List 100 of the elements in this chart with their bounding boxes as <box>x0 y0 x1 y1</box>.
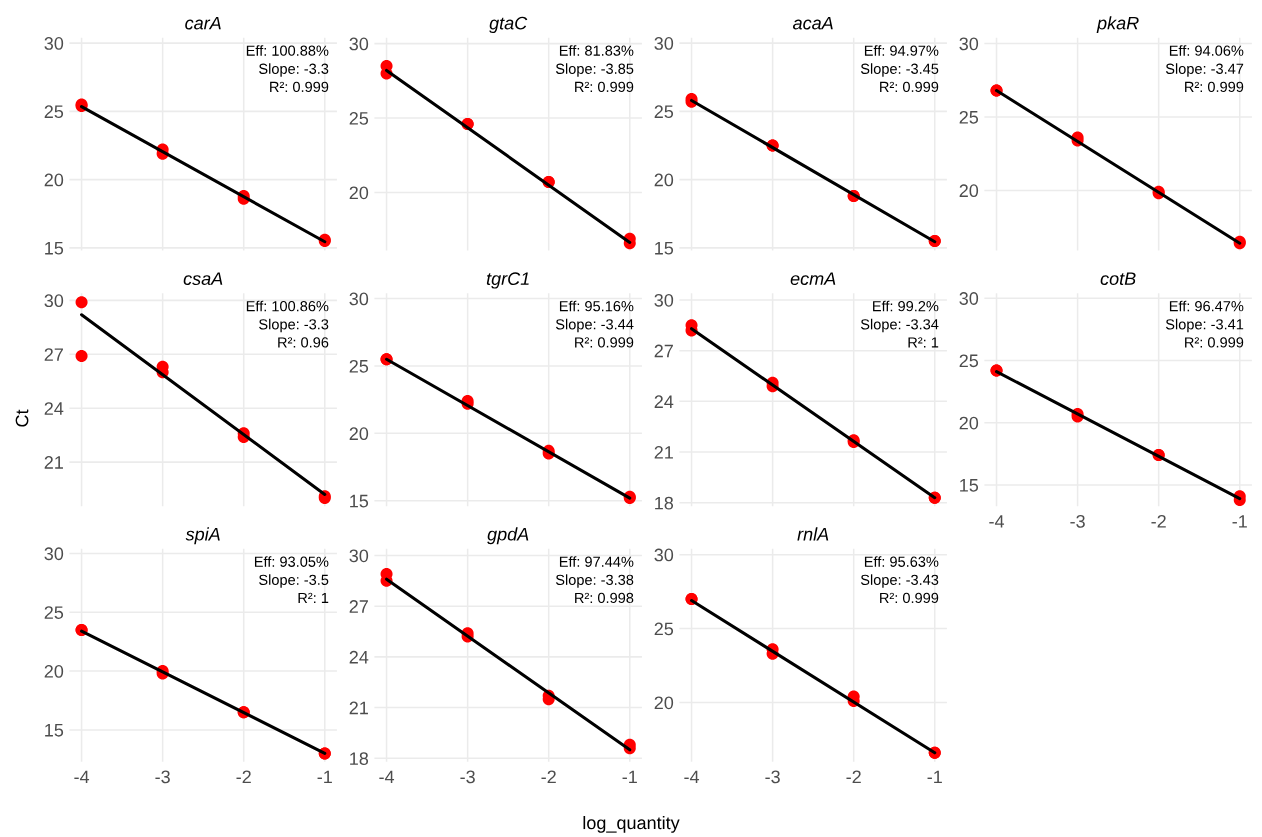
chart-title: cotB <box>1100 272 1136 286</box>
y-tick-label: 20 <box>959 416 979 430</box>
y-tick-label: 15 <box>655 242 674 255</box>
annotation: R²: 1 <box>298 592 329 603</box>
annotation: R²: 0.999 <box>575 337 634 348</box>
annotation: Slope: -3.41 <box>1165 318 1244 333</box>
x-tick-label: -2 <box>846 770 861 784</box>
x-tick-label: -4 <box>74 770 90 784</box>
y-tick-label: 20 <box>44 665 64 678</box>
annotation: R²: 0.999 <box>880 592 939 604</box>
annotation: Eff: 100.86% <box>246 300 329 312</box>
y-tick-label: 25 <box>959 110 979 124</box>
y-tick-label: 30 <box>654 293 674 307</box>
y-tick-label: 20 <box>349 427 369 441</box>
annotation: Eff: 99.2% <box>873 300 939 312</box>
y-tick-label: 30 <box>349 37 369 51</box>
x-axis-title: log_quantity <box>583 815 680 833</box>
y-tick-label: 20 <box>959 184 979 198</box>
annotation: R²: 0.999 <box>880 81 939 93</box>
y-tick-label: 25 <box>44 606 64 619</box>
chart-title: gpdA <box>487 527 529 545</box>
annotation: R²: 1 <box>908 337 939 348</box>
annotation: R²: 0.999 <box>1185 81 1244 93</box>
y-tick-label: 30 <box>349 549 369 563</box>
annotation: Eff: 97.44% <box>559 556 634 567</box>
y-tick-label: 30 <box>349 292 369 306</box>
x-tick-label: -4 <box>684 770 700 784</box>
annotation: Eff: 94.97% <box>864 45 939 56</box>
x-tick-label: -3 <box>460 770 475 784</box>
annotation: Slope: -3.38 <box>555 574 634 588</box>
y-tick-label: 15 <box>350 494 369 508</box>
chart-title: gtaC <box>489 16 528 34</box>
y-tick-label: 20 <box>349 186 369 200</box>
y-tick-label: 30 <box>44 547 64 561</box>
chart-title: ecmA <box>790 272 836 286</box>
y-tick-label: 25 <box>349 112 369 125</box>
y-axis-title: Ct <box>15 409 29 427</box>
y-tick-label: 18 <box>350 752 369 766</box>
y-tick-label: 25 <box>654 622 674 636</box>
y-tick-label: 30 <box>959 292 979 305</box>
chart-title: tgrC1 <box>486 272 529 289</box>
annotation: Slope: -3.44 <box>555 318 634 333</box>
y-tick-label: 25 <box>44 105 64 119</box>
annotation: Slope: -3.5 <box>259 574 329 588</box>
y-tick-label: 30 <box>959 37 979 51</box>
y-tick-label: 21 <box>349 701 368 715</box>
y-tick-label: 27 <box>44 348 63 361</box>
annotation: Eff: 96.47% <box>1169 300 1244 312</box>
annotation: Slope: -3.43 <box>860 574 939 588</box>
x-tick-label: -4 <box>379 770 395 784</box>
x-tick-label: -3 <box>1070 514 1085 528</box>
annotation: R²: 0.998 <box>575 592 634 604</box>
y-tick-label: 25 <box>349 359 369 373</box>
annotation: Eff: 81.83% <box>559 45 634 56</box>
y-tick-label: 18 <box>655 496 674 510</box>
annotation: R²: 0.96 <box>278 337 329 348</box>
x-tick-label: -2 <box>1151 514 1166 528</box>
x-tick-label: -1 <box>317 770 332 784</box>
y-tick-label: 20 <box>44 173 64 187</box>
x-tick-label: -1 <box>927 770 942 784</box>
annotation: Slope: -3.3 <box>259 63 329 77</box>
y-tick-label: 24 <box>654 395 674 408</box>
y-tick-label: 25 <box>959 354 979 368</box>
y-tick-label: 24 <box>44 402 64 415</box>
x-tick-label: -1 <box>622 770 637 784</box>
annotation: R²: 0.999 <box>270 81 329 93</box>
y-tick-label: 27 <box>654 344 673 358</box>
x-tick-label: -3 <box>765 770 780 784</box>
y-tick-label: 25 <box>654 105 674 119</box>
y-tick-label: 30 <box>654 548 674 562</box>
chart-title: rnlA <box>797 527 829 541</box>
annotation: Eff: 95.16% <box>559 300 634 312</box>
x-tick-label: -3 <box>155 770 170 784</box>
y-tick-label: 15 <box>45 724 64 737</box>
x-tick-label: -2 <box>541 770 556 784</box>
annotation: Slope: -3.85 <box>555 63 634 77</box>
annotation: Slope: -3.47 <box>1165 63 1244 77</box>
chart-title: carA <box>185 16 221 30</box>
annotation: Eff: 100.88% <box>246 45 329 56</box>
y-tick-label: 20 <box>654 173 674 187</box>
annotation: Eff: 95.63% <box>864 556 939 567</box>
y-tick-label: 24 <box>349 650 369 664</box>
x-tick-label: -2 <box>236 770 251 784</box>
annotation: R²: 0.999 <box>575 81 634 93</box>
annotation: Eff: 93.05% <box>254 556 329 567</box>
x-tick-label: -1 <box>1232 515 1247 528</box>
x-tick-label: -4 <box>989 515 1005 528</box>
y-tick-label: 15 <box>960 479 979 492</box>
annotation: Slope: -3.45 <box>860 63 939 77</box>
y-tick-label: 30 <box>654 37 674 50</box>
y-tick-label: 30 <box>44 37 64 50</box>
annotation: R²: 0.999 <box>1185 337 1244 348</box>
chart-title: acaA <box>792 16 833 30</box>
y-tick-label: 21 <box>654 445 673 459</box>
chart-title: csaA <box>183 272 223 286</box>
y-tick-label: 27 <box>349 600 368 613</box>
y-tick-label: 21 <box>44 456 63 469</box>
y-tick-label: 30 <box>44 294 64 308</box>
y-tick-label: 20 <box>654 696 674 710</box>
chart-title: spiA <box>185 527 220 545</box>
